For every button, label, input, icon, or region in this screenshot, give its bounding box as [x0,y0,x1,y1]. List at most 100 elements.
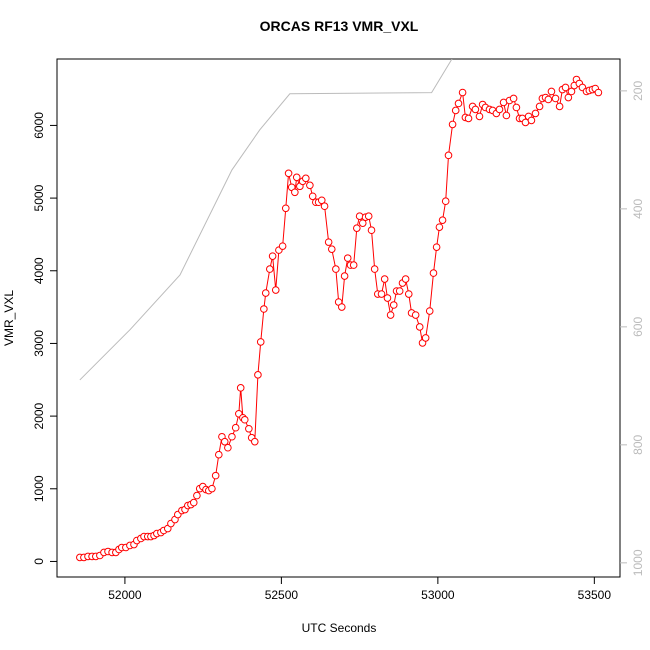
data-point [340,272,349,280]
data-point [421,334,430,342]
data-point [464,114,473,123]
data-point [425,307,434,315]
data-point [495,105,504,114]
plot-area [76,59,603,562]
x-tick-label: 52000 [108,588,142,602]
data-point [551,94,560,103]
data-point [544,95,553,104]
data-point [211,471,220,480]
data-point [189,498,198,507]
x-axis-label: UTC Seconds [302,621,377,635]
y-tick-label: 1000 [32,475,46,502]
data-point [444,151,453,160]
data-point [301,174,310,183]
data-point [441,197,450,206]
data-point [448,120,457,129]
series-line [79,59,453,381]
data-point [415,323,424,331]
y2-tick-label: 1000 [631,549,645,576]
data-point [261,289,270,297]
data-point [547,87,556,96]
data-point [527,116,536,125]
data-point [555,102,564,111]
plot-frame [56,58,621,578]
data-point [594,88,603,97]
data-point [401,275,410,283]
y2-tick-label: 600 [631,317,645,337]
data-point [364,212,373,220]
data-point [214,450,223,459]
data-point [254,371,262,379]
data-point [320,202,329,211]
data-point [236,384,245,392]
data-point [343,254,352,262]
data-point [471,105,480,114]
y-tick-label: 2000 [32,402,46,429]
data-point [386,311,395,319]
data-point [358,219,367,227]
y-tick-label: 0 [32,558,46,565]
data-point [475,112,484,121]
data-point [284,169,293,178]
data-point [260,305,268,313]
data-point [327,245,336,253]
data-point [389,301,398,309]
data-point [317,196,326,205]
data-point [380,275,389,283]
data-point [245,424,253,433]
data-point [502,111,511,120]
data-point [395,287,404,295]
data-point [535,102,544,111]
data-point [231,423,240,432]
data-point [292,173,301,182]
data-point [291,188,299,197]
x-tick-label: 53000 [421,588,455,602]
data-point [349,261,358,269]
data-point [271,286,280,294]
data-point [567,87,576,96]
y-tick-label: 3000 [32,330,46,357]
y-tick-label: 6000 [32,112,46,139]
data-point [220,437,229,446]
y-axis-label: VMR_VXL [2,290,16,346]
x-tick-label: 52500 [265,588,299,602]
data-point [240,415,249,424]
data-point [308,192,317,201]
data-point [353,224,361,232]
data-point [429,269,438,277]
data-point [208,484,216,493]
series-line [79,78,599,558]
data-point [561,83,570,92]
data-point [383,294,392,302]
data-point [531,109,540,118]
data-point [337,303,346,311]
data-point [193,491,201,500]
chart-title: ORCAS RF13 VMR_VXL [260,18,419,34]
data-point [432,243,441,251]
data-point [438,216,447,224]
y2-tick-label: 800 [631,435,645,455]
data-point [228,432,236,441]
data-point [250,437,259,446]
data-point [268,252,277,260]
data-point [281,204,290,213]
y2-tick-label: 200 [631,81,645,101]
data-point [411,311,420,319]
y-tick-label: 4000 [32,257,46,284]
y2-tick-label: 400 [631,199,645,219]
data-point [370,265,379,273]
data-point [332,265,340,273]
data-point [377,290,386,298]
data-point [224,443,232,452]
data-point [278,242,287,250]
data-point [454,99,463,108]
data-point [266,265,274,273]
data-point [435,223,444,231]
data-point [367,226,376,235]
data-point [256,338,265,346]
data-point [509,94,518,103]
data-point [564,93,573,102]
data-point [306,181,314,190]
data-point [451,106,460,115]
